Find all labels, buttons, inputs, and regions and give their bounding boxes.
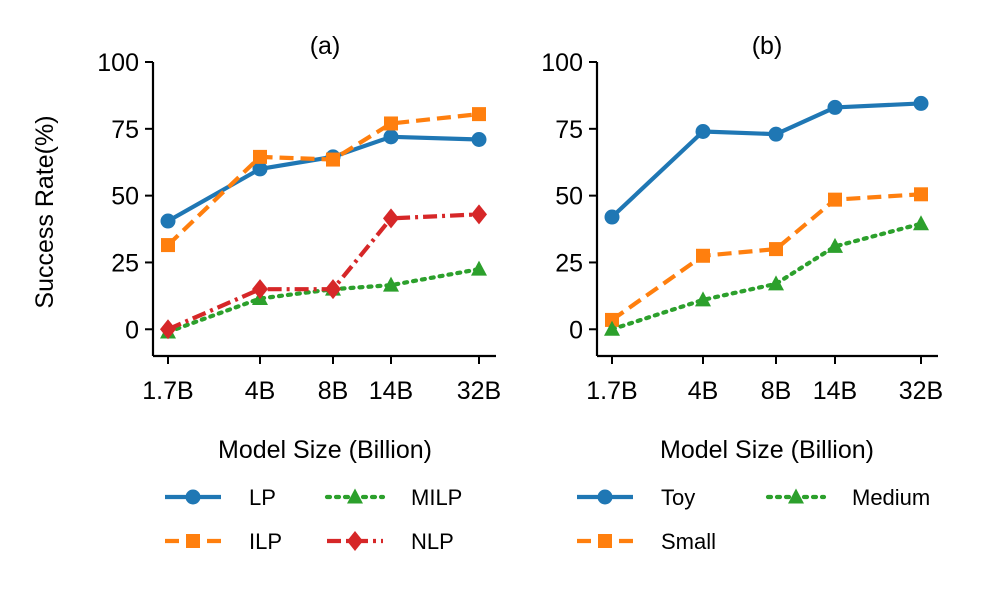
y-tick-label: 25 bbox=[111, 249, 139, 277]
series-line bbox=[609, 221, 924, 332]
data-point bbox=[604, 209, 620, 225]
series-line bbox=[610, 192, 922, 322]
data-point bbox=[827, 237, 843, 253]
data-point bbox=[768, 275, 784, 291]
data-point bbox=[913, 215, 929, 231]
y-tick-label: 75 bbox=[111, 116, 139, 144]
data-point bbox=[471, 132, 487, 148]
data-point bbox=[471, 204, 487, 225]
series-nlp bbox=[160, 204, 487, 340]
x-tick-label: 8B bbox=[318, 377, 349, 405]
x-axis-label: Model Size (Billion) bbox=[660, 436, 874, 464]
data-point bbox=[913, 95, 929, 111]
data-point bbox=[604, 320, 620, 336]
legend-marker bbox=[347, 531, 363, 551]
x-tick-label: 4B bbox=[688, 377, 719, 405]
x-tick-label: 32B bbox=[457, 377, 501, 405]
data-point bbox=[325, 279, 341, 300]
data-point bbox=[605, 312, 619, 327]
legend-label: MILP bbox=[411, 485, 462, 510]
legend-item-lp: LP bbox=[165, 485, 276, 510]
legend-label: Toy bbox=[661, 485, 695, 510]
data-point bbox=[253, 149, 267, 164]
data-point bbox=[914, 187, 928, 202]
series-small bbox=[605, 187, 928, 327]
legend-item-toy: Toy bbox=[577, 485, 695, 510]
series-line bbox=[167, 212, 480, 332]
y-axis-label: Success Rate(%) bbox=[31, 115, 59, 308]
y-tick-label: 50 bbox=[555, 183, 583, 211]
data-point bbox=[383, 276, 399, 292]
legend-label: LP bbox=[249, 485, 276, 510]
legend-item-small: Small bbox=[577, 529, 716, 554]
x-tick-label: 1.7B bbox=[586, 377, 637, 405]
data-point bbox=[252, 279, 268, 300]
data-point bbox=[384, 116, 398, 131]
y-tick-label: 0 bbox=[125, 316, 139, 344]
data-point bbox=[383, 208, 399, 229]
series-line bbox=[166, 134, 480, 223]
data-point bbox=[383, 129, 399, 145]
panel-title: (b) bbox=[752, 32, 783, 60]
series-line bbox=[166, 112, 480, 247]
legend-marker bbox=[597, 489, 613, 505]
data-point bbox=[828, 192, 842, 207]
x-tick-label: 8B bbox=[761, 377, 792, 405]
y-tick-label: 100 bbox=[541, 49, 583, 77]
series-line bbox=[610, 101, 922, 219]
legend-item-milp: MILP bbox=[324, 485, 462, 510]
data-point bbox=[695, 123, 711, 139]
data-point bbox=[160, 213, 176, 229]
y-tick-label: 0 bbox=[569, 316, 583, 344]
legend-marker bbox=[186, 534, 200, 548]
y-tick-label: 50 bbox=[111, 183, 139, 211]
x-tick-label: 14B bbox=[813, 377, 857, 405]
legend-marker bbox=[788, 488, 804, 504]
x-tick-label: 14B bbox=[369, 377, 413, 405]
legend-label: Medium bbox=[852, 485, 930, 510]
data-point bbox=[769, 242, 783, 257]
data-point bbox=[696, 248, 710, 263]
series-milp bbox=[160, 260, 487, 339]
data-point bbox=[472, 107, 486, 122]
panel-title: (a) bbox=[310, 32, 341, 60]
data-point bbox=[695, 291, 711, 307]
legend-label: ILP bbox=[249, 529, 282, 554]
y-tick-label: 75 bbox=[555, 116, 583, 144]
data-point bbox=[827, 99, 843, 115]
legend-item-nlp: NLP bbox=[327, 529, 454, 554]
series-medium bbox=[604, 215, 929, 336]
y-tick-label: 100 bbox=[97, 49, 139, 77]
legend-marker bbox=[598, 534, 612, 548]
data-point bbox=[160, 319, 176, 340]
x-tick-label: 4B bbox=[245, 377, 276, 405]
legend-label: Small bbox=[661, 529, 716, 554]
series-ilp bbox=[161, 107, 486, 253]
data-point bbox=[471, 260, 487, 276]
series-lp bbox=[160, 129, 487, 229]
x-tick-label: 1.7B bbox=[142, 377, 193, 405]
y-tick-label: 25 bbox=[555, 249, 583, 277]
data-point bbox=[326, 152, 340, 167]
data-point bbox=[768, 126, 784, 142]
series-toy bbox=[604, 95, 929, 225]
series-line bbox=[165, 267, 482, 335]
data-point bbox=[161, 238, 175, 253]
legend-marker bbox=[185, 489, 201, 505]
x-axis-label: Model Size (Billion) bbox=[218, 436, 432, 464]
legend-item-medium: Medium bbox=[765, 485, 930, 510]
legend-item-ilp: ILP bbox=[165, 529, 282, 554]
legend-label: NLP bbox=[411, 529, 454, 554]
x-tick-label: 32B bbox=[899, 377, 943, 405]
legend-marker bbox=[347, 488, 363, 504]
